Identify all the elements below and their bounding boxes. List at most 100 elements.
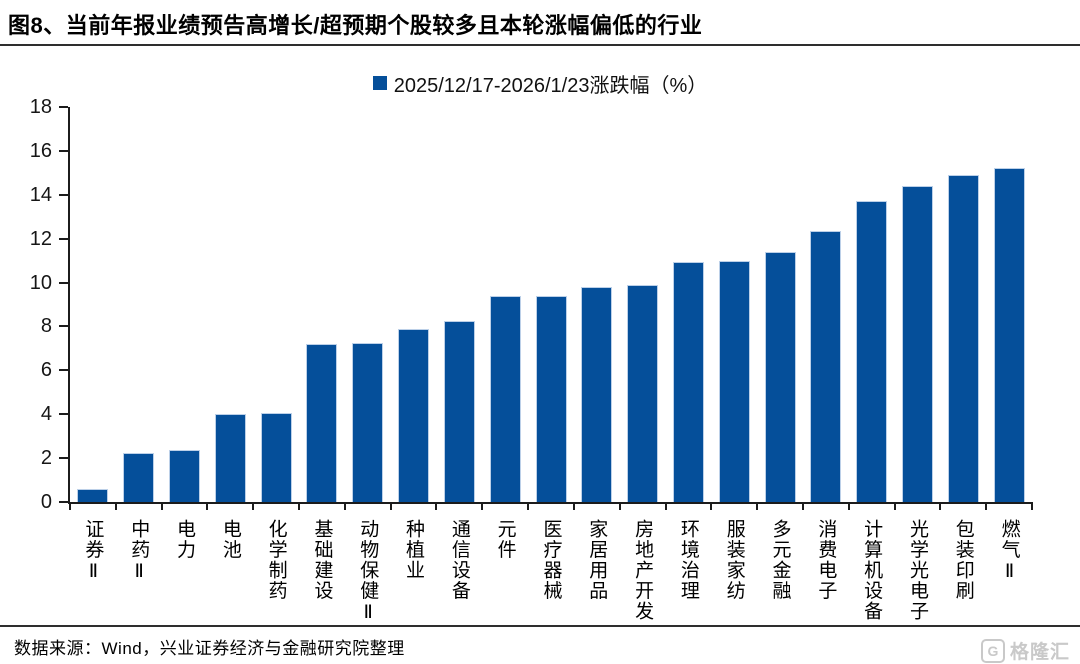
bar [764, 251, 796, 502]
gelonghui-watermark: G 格隆汇 [980, 637, 1070, 664]
y-axis-label: 4 [40, 403, 52, 426]
y-axis-tick [59, 325, 68, 328]
x-axis-label-cell: 家居用品 [574, 519, 620, 601]
x-axis-tick [985, 502, 988, 510]
x-axis-tick [206, 502, 209, 510]
x-axis-tick [664, 502, 667, 510]
x-axis-tick [481, 502, 484, 510]
y-axis-tick [59, 457, 68, 460]
x-axis-label: 医疗器械 [540, 519, 562, 601]
y-axis-label: 12 [29, 227, 52, 250]
x-axis-label: 基础建设 [311, 519, 333, 601]
x-axis-tick [389, 502, 392, 510]
bar [810, 231, 842, 502]
x-axis-label: 元件 [494, 519, 516, 560]
x-axis-label: 电池 [219, 519, 241, 560]
x-axis-label: 服装家纺 [723, 519, 745, 601]
x-axis-tick [893, 502, 896, 510]
x-axis-label: 中药Ⅱ [128, 519, 150, 584]
bar [398, 328, 430, 502]
x-axis-label: 动物保健Ⅱ [357, 519, 379, 625]
x-axis-label-cell: 多元金融 [757, 519, 803, 601]
x-axis-label-cell: 燃气Ⅱ [986, 519, 1032, 584]
bar [169, 450, 201, 502]
x-axis-tick [618, 502, 621, 510]
x-axis-tick [160, 502, 163, 510]
y-axis-tick [59, 369, 68, 372]
x-axis-label-cell: 动物保健Ⅱ [345, 519, 391, 625]
x-axis-label-cell: 房地产开发 [620, 519, 666, 622]
x-axis-label: 环境治理 [677, 519, 699, 601]
bar [672, 261, 704, 502]
y-axis-tick [59, 193, 68, 196]
y-axis-tick [59, 106, 68, 108]
y-axis-label: 8 [40, 315, 52, 338]
x-axis-label-cell: 通信设备 [436, 519, 482, 601]
gelonghui-logo-text: 格隆汇 [1009, 642, 1070, 663]
y-axis-tick [59, 281, 68, 284]
x-axis-label-cell: 包装印刷 [940, 519, 986, 601]
y-axis-label: 14 [29, 183, 52, 206]
y-axis-label: 0 [40, 491, 52, 513]
bar [901, 186, 933, 502]
legend-label: 2025/12/17-2026/1/23涨跌幅（%） [393, 74, 708, 97]
x-axis-label-cell: 消费电子 [803, 519, 849, 601]
x-axis-label-cell: 中药Ⅱ [116, 519, 162, 584]
x-axis-label-cell: 电力 [162, 519, 208, 560]
x-axis-label-cell: 基础建设 [299, 519, 345, 601]
x-axis-label: 计算机设备 [861, 519, 883, 622]
plot-area: 0 2 4 6 8 10 12 14 16 18 证券Ⅱ 中药Ⅱ 电力 电池 化学制药 基础建设 动物保健Ⅱ 种植… [30, 96, 1033, 625]
y-axis-tick [59, 149, 68, 152]
x-axis-label-cell: 证券Ⅱ [70, 519, 116, 584]
bar [443, 320, 475, 502]
x-axis-label-cell: 电池 [207, 519, 253, 560]
x-axis-label: 种植业 [403, 519, 425, 581]
x-axis-label-cell: 医疗器械 [528, 519, 574, 601]
x-axis-label: 证券Ⅱ [82, 519, 104, 584]
x-axis-tick [939, 502, 942, 510]
bar [489, 295, 521, 502]
x-axis-label: 房地产开发 [632, 519, 654, 622]
y-axis-label: 16 [29, 139, 52, 162]
x-axis-label-cell: 环境治理 [666, 519, 712, 601]
bar [581, 286, 613, 502]
x-axis-label-cell: 种植业 [391, 519, 437, 581]
bar [260, 413, 292, 502]
x-axis-tick [847, 502, 850, 510]
x-axis-tick [1031, 502, 1033, 510]
y-axis-tick [59, 413, 68, 416]
x-axis-tick [343, 502, 346, 510]
data-source-note: 数据来源：Wind，兴业证券经济与金融研究院整理 [14, 639, 405, 658]
bar [535, 295, 567, 502]
x-axis-label: 电力 [174, 519, 195, 560]
x-axis-tick [298, 502, 301, 510]
x-axis-tick [114, 502, 117, 510]
y-axis-tick [59, 501, 68, 503]
y-axis-label: 10 [29, 271, 52, 294]
x-axis-label: 通信设备 [448, 519, 470, 601]
x-axis-label: 消费电子 [815, 519, 837, 601]
chart-title: 图8、当前年报业绩预告高增长/超预期个股较多且本轮涨幅偏低的行业 [8, 13, 703, 38]
bar [77, 488, 109, 502]
x-axis-label: 燃气Ⅱ [998, 519, 1020, 584]
x-axis-label-cell: 计算机设备 [849, 519, 895, 622]
y-axis-label: 2 [40, 447, 52, 470]
chart-legend: 2025/12/17-2026/1/23涨跌幅（%） [0, 70, 1080, 97]
gelonghui-logo-icon: G [980, 638, 1005, 663]
x-axis-label-cell: 服装家纺 [711, 519, 757, 601]
bar [214, 414, 246, 502]
x-axis-tick [435, 502, 438, 510]
bar [352, 342, 384, 502]
x-axis-label-cell: 化学制药 [253, 519, 299, 601]
x-axis-label: 光学光电子 [906, 519, 928, 622]
bar [123, 452, 155, 502]
x-axis-tick [572, 502, 575, 510]
x-axis-label: 化学制药 [265, 519, 287, 601]
x-axis-tick [756, 502, 759, 510]
y-axis-label: 6 [40, 359, 52, 382]
footer-divider [0, 625, 1080, 627]
bar [856, 201, 888, 502]
x-axis-tick [710, 502, 713, 510]
x-axis-label-cell: 元件 [482, 519, 528, 560]
